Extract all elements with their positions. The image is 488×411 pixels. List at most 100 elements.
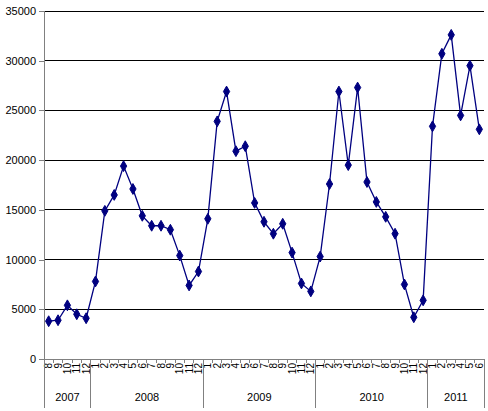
group-separator: [484, 359, 485, 408]
tick-mark: [39, 160, 44, 161]
marker: [158, 220, 164, 231]
tick-label: 0: [30, 353, 36, 365]
grid-line: [44, 110, 484, 111]
tick-mark: [39, 260, 44, 261]
tick-label: 30000: [5, 55, 36, 67]
grid-line: [44, 160, 484, 161]
group-separator: [427, 359, 428, 408]
marker: [336, 86, 342, 97]
tick-mark: [62, 359, 63, 363]
marker: [476, 124, 482, 135]
marker: [457, 110, 463, 121]
axis-line: [39, 12, 45, 360]
marker: [149, 220, 155, 231]
tick-mark: [175, 359, 176, 363]
marker: [83, 313, 89, 324]
tick-mark: [39, 210, 44, 211]
tick-mark: [146, 359, 147, 363]
tick-mark: [221, 359, 222, 363]
group-label: 2011: [444, 391, 468, 403]
group-label: 2007: [55, 391, 79, 403]
series-line: [49, 35, 480, 321]
tick-mark: [399, 359, 400, 363]
marker: [167, 224, 173, 235]
marker: [55, 315, 61, 326]
tick-mark: [184, 359, 185, 363]
marker: [439, 48, 445, 59]
grid-line: [44, 259, 484, 260]
tick-label: 35000: [5, 5, 36, 17]
marker: [308, 286, 314, 297]
tick: 15000: [5, 204, 44, 216]
tick-mark: [118, 359, 119, 363]
marker: [448, 29, 454, 40]
tick-mark: [249, 359, 250, 363]
tick-mark: [334, 359, 335, 363]
grid: [44, 11, 484, 359]
tick-mark: [465, 359, 466, 363]
tick-label: 10000: [5, 254, 36, 266]
marker: [111, 190, 117, 201]
marker: [298, 278, 304, 289]
marker: [354, 82, 360, 93]
tick-label: 25000: [5, 104, 36, 116]
tick-mark: [39, 11, 44, 12]
group-separator: [44, 359, 45, 408]
marker: [383, 211, 389, 222]
tick-mark: [240, 359, 241, 363]
tick: 10000: [5, 254, 44, 266]
marker: [130, 184, 136, 195]
marker: [120, 161, 126, 172]
tick-mark: [165, 359, 166, 363]
tick-mark: [446, 359, 447, 363]
marker: [401, 279, 407, 290]
tick-mark: [53, 359, 54, 363]
tick-mark: [39, 309, 44, 310]
tick-mark: [39, 61, 44, 62]
tick-mark: [81, 359, 82, 363]
group-separator: [315, 359, 316, 408]
tick-label: 5000: [12, 303, 36, 315]
tick-mark: [371, 359, 372, 363]
chart: 0 5000 10000 15000 20000 25000 30000 35000 89101…: [0, 0, 488, 411]
tick-mark: [268, 359, 269, 363]
tick-mark: [390, 359, 391, 363]
tick-mark: [39, 359, 44, 360]
marker: [102, 205, 108, 216]
x-axis: 8910111212345678910111212345678910111212…: [43, 359, 485, 408]
tick-mark: [306, 359, 307, 363]
marker: [195, 266, 201, 277]
marker: [345, 160, 351, 171]
marker: [261, 216, 267, 227]
tick-mark: [324, 359, 325, 363]
marker: [205, 213, 211, 224]
group-separator: [203, 359, 204, 408]
marker: [139, 210, 145, 221]
marker: [242, 141, 248, 152]
tick-mark: [362, 359, 363, 363]
marker: [467, 60, 473, 71]
tick-mark: [296, 359, 297, 363]
tick-mark: [418, 359, 419, 363]
tick-mark: [259, 359, 260, 363]
marker: [326, 179, 332, 190]
tick: 30000: [5, 55, 44, 67]
tick-mark: [128, 359, 129, 363]
tick: 5000: [12, 303, 44, 315]
marker: [280, 218, 286, 229]
tick-mark: [109, 359, 110, 363]
tick-mark: [278, 359, 279, 363]
tick: 25000: [5, 104, 44, 116]
group-label: 2009: [247, 391, 271, 403]
grid-line: [44, 209, 484, 210]
tick: 20000: [5, 154, 44, 166]
marker: [233, 146, 239, 157]
tick-mark: [474, 359, 475, 363]
tick-mark: [409, 359, 410, 363]
tick-mark: [72, 359, 73, 363]
marker: [92, 276, 98, 287]
grid-line: [44, 60, 484, 61]
tick-mark: [231, 359, 232, 363]
tick: 0: [30, 353, 44, 365]
marker: [252, 197, 258, 208]
